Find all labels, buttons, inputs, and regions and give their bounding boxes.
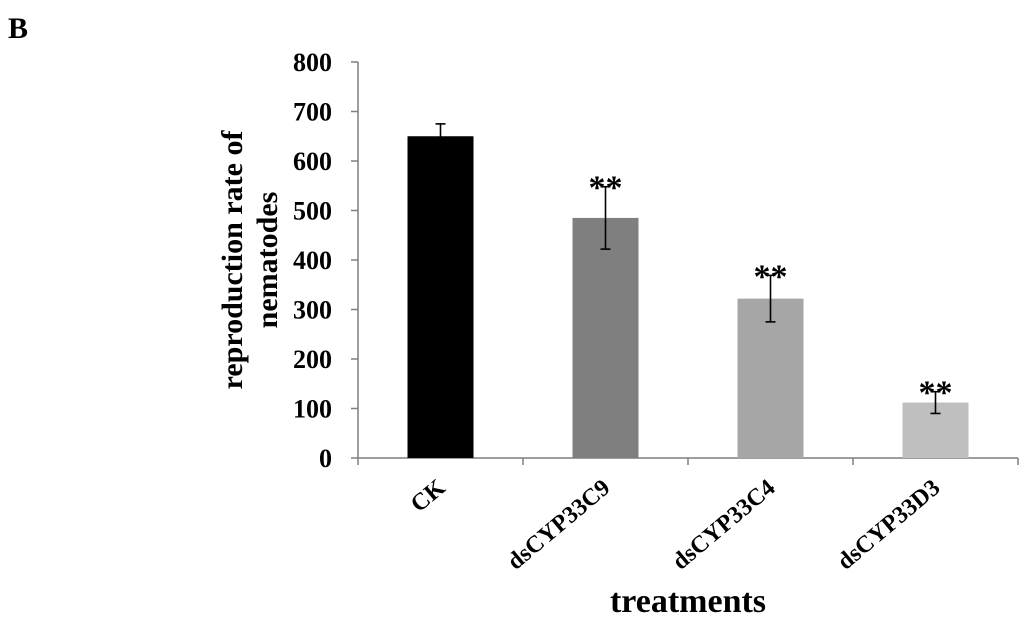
x-tick-label-dsCYP33D3: dsCYP33D3: [833, 475, 946, 575]
bar-dsCYP33C4: [737, 298, 804, 458]
x-tick-label-dsCYP33C9: dsCYP33C9: [503, 475, 616, 575]
y-tick-label: 800: [293, 48, 332, 77]
x-axis-label: treatments: [610, 583, 766, 620]
bar-CK: [407, 136, 474, 458]
y-axis-label: reproduction rate of nematodes: [216, 130, 284, 390]
y-tick-label: 600: [293, 147, 332, 176]
y-tick-label: 200: [293, 345, 332, 374]
y-tick-label: 100: [293, 395, 332, 424]
y-tick-label: 500: [293, 197, 332, 226]
y-tick-label: 400: [293, 246, 332, 275]
y-tick-label: 700: [293, 98, 332, 127]
y-tick-label: 300: [293, 296, 332, 325]
panel-label: B: [8, 12, 28, 45]
bar-dsCYP33C9: [572, 217, 639, 458]
y-axis-label-line-2: nematodes: [251, 192, 284, 329]
plot-area: 0 100 200 300 400 500 600 700 800 CK ** dsCYP33C9 **…: [293, 48, 1019, 575]
significance-label-dsCYP33D3: **: [919, 375, 953, 412]
significance-label-dsCYP33C9: **: [589, 170, 623, 207]
y-tick-label: 0: [319, 444, 332, 473]
significance-label-dsCYP33C4: **: [754, 258, 788, 295]
y-axis-label-line-1: reproduction rate of: [216, 130, 249, 390]
x-tick-label-CK: CK: [406, 474, 451, 517]
x-tick-label-dsCYP33C4: dsCYP33C4: [668, 475, 781, 575]
